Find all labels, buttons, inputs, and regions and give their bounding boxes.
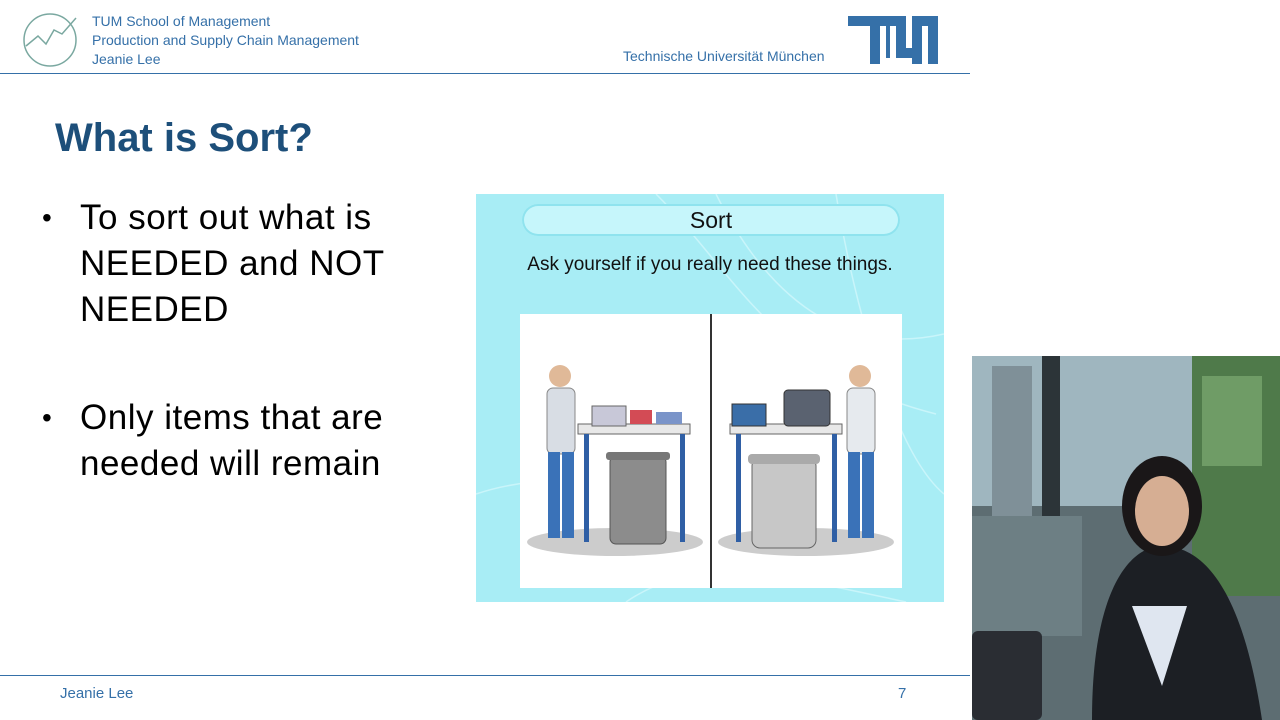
presenter-video [972, 356, 1280, 720]
sort-heading-pill: Sort [522, 204, 900, 236]
sort-figure: Sort Ask yourself if you really need the… [476, 194, 944, 602]
sort-heading: Sort [689, 207, 733, 233]
chart-circle-icon [23, 13, 77, 67]
cluttered-workbench-scene [527, 365, 703, 556]
sort-subtitle: Ask yourself if you really need these th… [527, 254, 893, 275]
footer-divider [0, 675, 970, 676]
bullet-list: To sort out what is NEEDED and NOT NEEDE… [40, 195, 440, 487]
organized-workbench-scene [718, 365, 894, 556]
slide-header: TUM School of Management Production and … [0, 0, 970, 74]
school-line-2: Production and Supply Chain Management [92, 32, 359, 48]
header-divider [0, 73, 970, 74]
before-after-illustration [520, 314, 902, 588]
school-line-3: Jeanie Lee [92, 51, 161, 67]
bullet-item: Only items that are needed will remain [40, 395, 440, 487]
bullet-item: To sort out what is NEEDED and NOT NEEDE… [40, 195, 440, 333]
presenter-video-frame [972, 356, 1280, 720]
school-info: TUM School of Management Production and … [92, 12, 359, 69]
tum-logo-icon [848, 16, 938, 64]
page-number: 7 [898, 685, 907, 702]
footer-presenter: Jeanie Lee [60, 685, 134, 702]
university-name: Technische Universität München [623, 48, 825, 64]
school-line-1: TUM School of Management [92, 13, 271, 29]
slide-title: What is Sort? [55, 116, 313, 160]
